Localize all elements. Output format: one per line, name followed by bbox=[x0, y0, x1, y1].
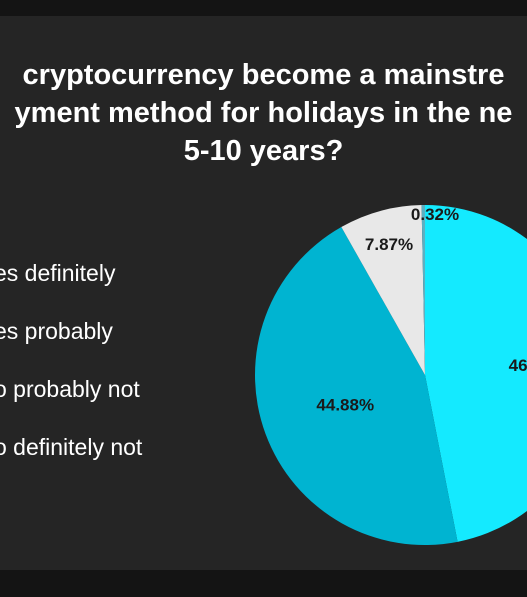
label-no-probably-not: 7.87% bbox=[365, 235, 413, 254]
chart-title-line-1: cryptocurrency become a mainstre bbox=[22, 59, 505, 91]
slice-no-probably-not bbox=[341, 205, 425, 375]
chart-title-line-2: yment method for holidays in the ne bbox=[14, 97, 513, 129]
chart-panel: cryptocurrency become a mainstre yment m… bbox=[0, 16, 527, 570]
chart-title: cryptocurrency become a mainstre yment m… bbox=[0, 56, 527, 170]
slice-no-definitely-not bbox=[421, 205, 425, 375]
slice-yes-definitely bbox=[425, 205, 527, 542]
slice-yes-probably bbox=[255, 227, 458, 545]
legend-label: es probably bbox=[0, 318, 113, 344]
pie-chart: 46.93 44.88% 7.87% 0.32% bbox=[255, 205, 527, 545]
chart-title-line-3: 5-10 years? bbox=[183, 135, 344, 167]
legend-label: o probably not bbox=[0, 376, 140, 402]
legend-label: o definitely not bbox=[0, 434, 143, 460]
label-yes-definitely: 46.93 bbox=[509, 356, 527, 375]
label-no-definitely-not: 0.32% bbox=[411, 205, 459, 224]
legend-label: es definitely bbox=[0, 260, 116, 286]
label-yes-probably: 44.88% bbox=[316, 395, 374, 414]
